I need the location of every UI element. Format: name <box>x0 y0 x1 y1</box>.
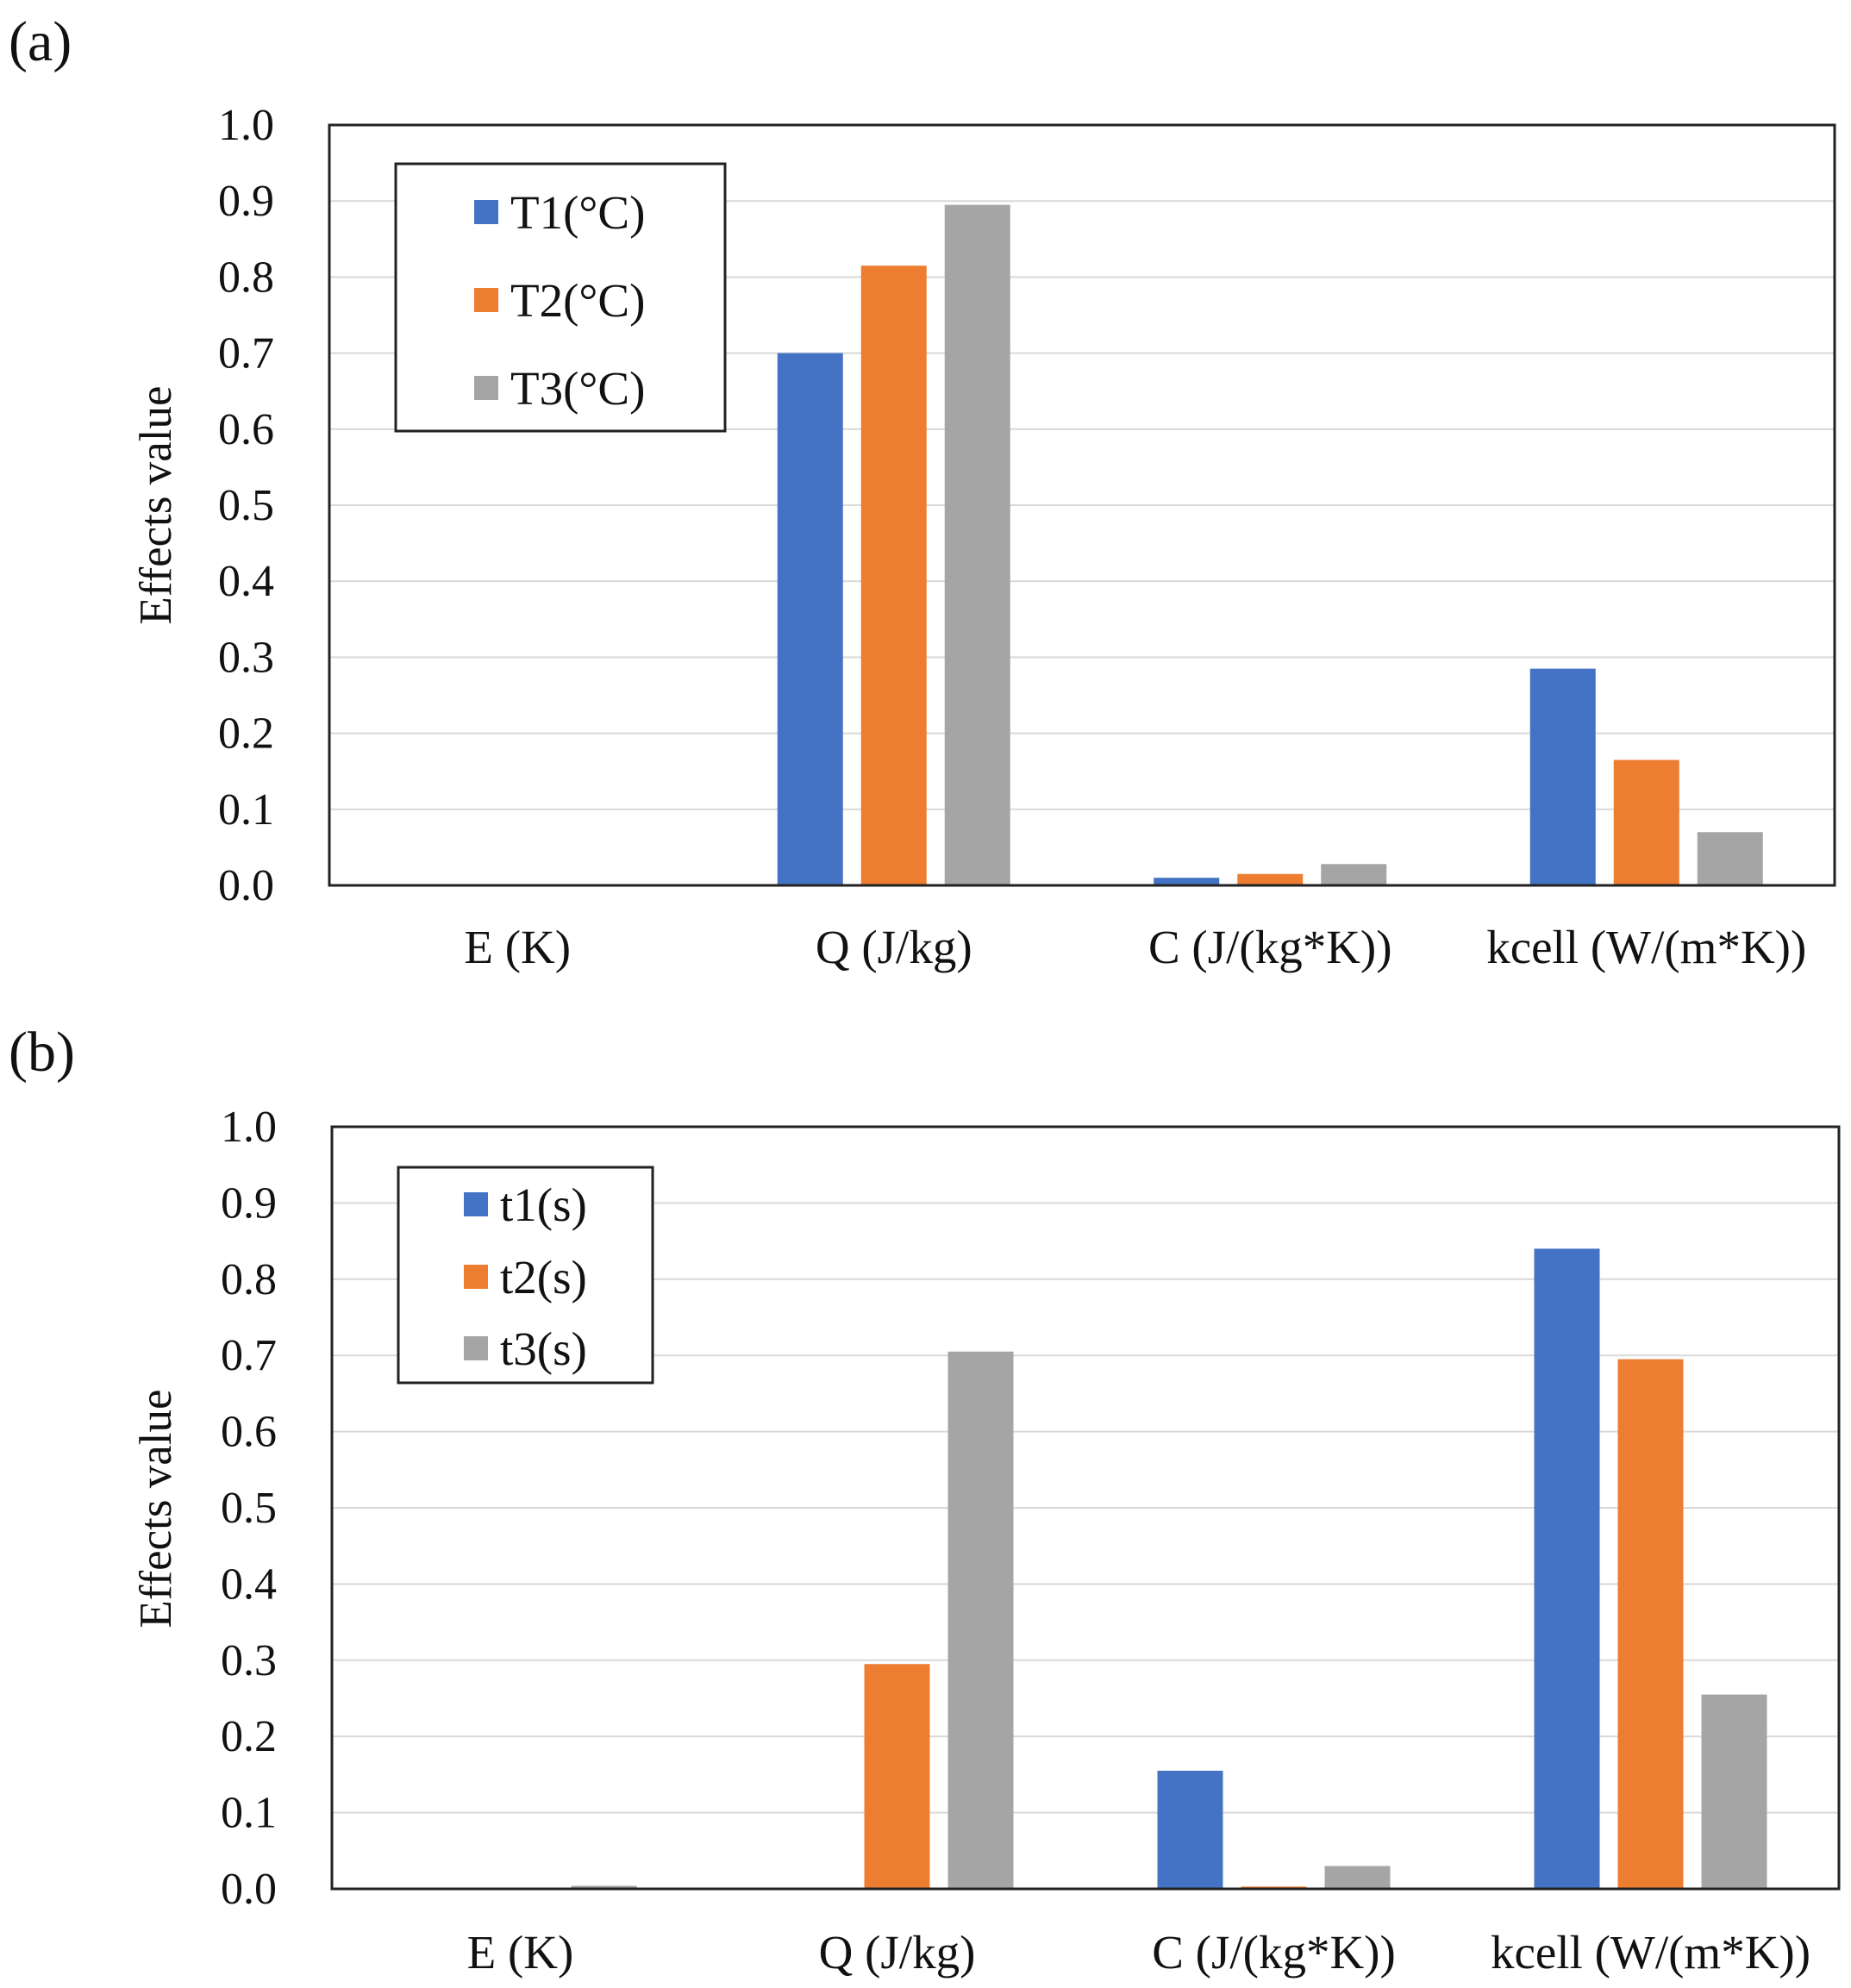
y-tick-label: 1.0 <box>218 101 274 150</box>
legend-swatch <box>474 288 498 312</box>
bar <box>571 1885 637 1889</box>
bar <box>1321 864 1387 885</box>
legend-swatch <box>474 376 498 400</box>
legend-label: T1(°C) <box>510 186 645 239</box>
legend-swatch <box>464 1336 488 1360</box>
plot-frame <box>330 1125 1841 1891</box>
plot-frame <box>328 123 1836 887</box>
bar <box>1237 873 1304 885</box>
y-tick-label: 0.2 <box>218 710 274 759</box>
x-tick-label: C (J/(kg*K)) <box>1152 1926 1396 1979</box>
legend-label: T3(°C) <box>510 362 645 415</box>
chart-panel-b: (b) 0.0 0.1 0.2 0.3 0.4 0.5 0.6 0.7 0.8 0.9 1.0 E (K… <box>9 1021 1841 1979</box>
bar <box>1324 1866 1391 1889</box>
legend-box <box>397 1166 654 1385</box>
y-tick-label: 0.8 <box>218 253 274 302</box>
x-tick-label: kcell (W/(m*K)) <box>1491 1926 1810 1979</box>
bar <box>1154 878 1220 885</box>
bar <box>777 353 843 886</box>
bar <box>1701 1694 1767 1889</box>
bar <box>944 204 1010 886</box>
y-tick-label: 0.5 <box>221 1484 277 1533</box>
y-tick-label: 0.7 <box>218 329 274 378</box>
bar <box>1617 1359 1684 1889</box>
panel-label: (b) <box>9 1021 75 1084</box>
bar <box>1534 1248 1600 1889</box>
y-tick-label: 0.9 <box>218 177 274 226</box>
x-tick-label: Q (J/kg) <box>816 921 972 973</box>
y-tick-label: 0.0 <box>221 1865 277 1914</box>
legend-swatch <box>474 200 498 224</box>
y-tick-label: 0.2 <box>221 1712 277 1761</box>
bar <box>947 1351 1014 1889</box>
bar <box>1529 668 1596 885</box>
x-tick-label: C (J/(kg*K)) <box>1148 921 1392 973</box>
y-tick-label: 0.8 <box>221 1255 277 1304</box>
x-tick-label: kcell (W/(m*K)) <box>1486 921 1806 973</box>
x-tick-label: Q (J/kg) <box>819 1926 976 1979</box>
legend: t1(s) t2(s) t3(s) <box>397 1166 654 1385</box>
legend-label: t2(s) <box>500 1251 587 1303</box>
chart-panel-a: (a) 0.0 0.1 0.2 0.3 0.4 0.5 0.6 0.7 0.8 0.9 1.0 E (K… <box>9 10 1836 973</box>
legend-box <box>394 162 727 433</box>
y-tick-label: 1.0 <box>221 1103 277 1152</box>
panel-label: (a) <box>9 10 72 73</box>
y-tick-label: 0.4 <box>218 557 274 606</box>
bar <box>860 266 927 885</box>
x-tick-label: E (K) <box>467 1926 574 1979</box>
bar <box>1157 1770 1223 1889</box>
y-tick-label: 0.3 <box>218 633 274 682</box>
bar <box>1613 760 1679 885</box>
y-axis-label: Effects value <box>131 385 181 624</box>
y-tick-label: 0.6 <box>218 405 274 454</box>
x-tick-label: E (K) <box>464 921 571 973</box>
y-tick-label: 0.5 <box>218 481 274 530</box>
legend-label: T2(°C) <box>510 274 645 327</box>
bar <box>864 1664 930 1889</box>
legend-label: t1(s) <box>500 1178 587 1231</box>
bar <box>1697 832 1763 885</box>
y-tick-label: 0.7 <box>221 1331 277 1380</box>
y-tick-label: 0.1 <box>218 785 274 835</box>
y-tick-label: 0.3 <box>221 1636 277 1685</box>
legend-label: t3(s) <box>500 1322 587 1375</box>
y-tick-label: 0.9 <box>221 1178 277 1228</box>
legend-swatch <box>464 1265 488 1289</box>
y-tick-label: 0.4 <box>221 1560 277 1609</box>
y-tick-label: 0.0 <box>218 861 274 910</box>
legend: T1(°C) T2(°C) T3(°C) <box>394 162 727 433</box>
y-tick-label: 0.6 <box>221 1408 277 1457</box>
y-axis-label: Effects value <box>131 1389 181 1628</box>
legend-swatch <box>464 1192 488 1216</box>
y-tick-label: 0.1 <box>221 1789 277 1838</box>
